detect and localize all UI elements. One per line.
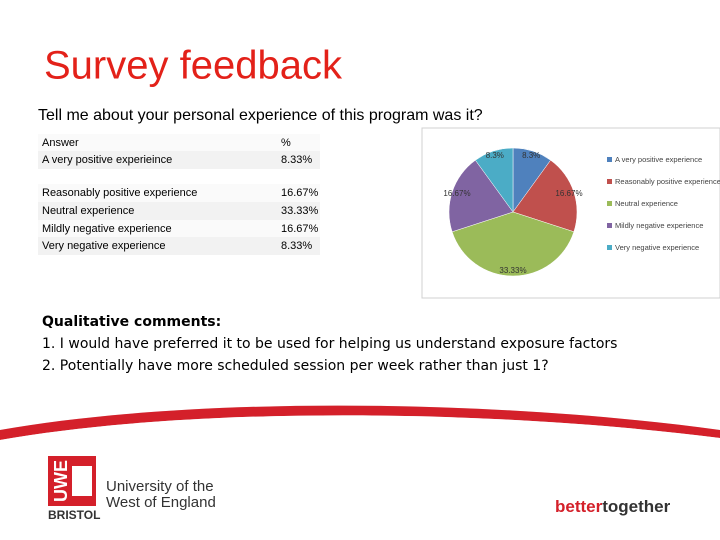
table-cell: % bbox=[281, 137, 291, 149]
legend-swatch bbox=[607, 201, 612, 206]
table: Answer % A very positive experieince 8.33% R… bbox=[38, 134, 320, 255]
university-line: West of England bbox=[106, 494, 216, 511]
university-line: University of the bbox=[106, 478, 214, 495]
table-cell: Very negative experience bbox=[42, 240, 166, 252]
tagline: bettertogether bbox=[555, 497, 671, 516]
table-cell: 33.33% bbox=[281, 205, 319, 217]
table-cell: Reasonably positive experience bbox=[42, 187, 197, 199]
data-label: 33.33% bbox=[499, 266, 526, 275]
table-cell: 8.33% bbox=[281, 154, 312, 166]
table-row-bg bbox=[38, 237, 320, 255]
legend-swatch bbox=[607, 157, 612, 162]
tagline-part: better bbox=[555, 497, 603, 516]
table-cell: Neutral experience bbox=[42, 205, 134, 217]
legend-label: Neutral experience bbox=[615, 199, 678, 208]
legend-label: Mildly negative experience bbox=[615, 221, 703, 230]
pie-slice bbox=[451, 211, 575, 277]
pie-slice bbox=[475, 147, 514, 213]
legend-label: Reasonably positive experience bbox=[615, 177, 720, 186]
pie-chart: 8.3% 16.67% 33.33% 16.67% 8.3% A very positiv… bbox=[443, 147, 720, 277]
comments: Qualitative comments: 1. I would have pr… bbox=[42, 314, 617, 374]
legend-label: Very negative experience bbox=[615, 243, 699, 252]
table-cell: 16.67% bbox=[281, 187, 319, 199]
footer-swoosh bbox=[0, 405, 720, 440]
table-cell: Answer bbox=[42, 137, 79, 149]
data-label: 8.3% bbox=[522, 151, 540, 160]
city: BRISTOL bbox=[48, 508, 100, 522]
table-cell: Mildly negative experience bbox=[42, 223, 172, 235]
table-cell: 8.33% bbox=[281, 240, 312, 252]
data-label: 8.3% bbox=[486, 151, 504, 160]
footer-bg bbox=[0, 415, 720, 540]
table-row-bg bbox=[38, 220, 320, 238]
legend-swatch bbox=[607, 179, 612, 184]
subtitle: Tell me about your personal experience o… bbox=[38, 107, 483, 124]
table-row-bg bbox=[38, 184, 320, 202]
comment-line: 2. Potentially have more scheduled sessi… bbox=[42, 358, 549, 374]
table-cell: 16.67% bbox=[281, 223, 319, 235]
table-row-bg bbox=[38, 202, 320, 220]
table-row-bg bbox=[38, 151, 320, 169]
title: Survey feedback bbox=[44, 44, 343, 88]
legend-swatch bbox=[607, 245, 612, 250]
comment-line: 1. I would have preferred it to be used … bbox=[42, 336, 617, 352]
table-cell: A very positive experieince bbox=[42, 154, 172, 166]
data-label: 16.67% bbox=[443, 189, 470, 198]
pie-slice bbox=[512, 159, 578, 233]
comments-heading: Qualitative comments: bbox=[42, 314, 221, 330]
logo-text: UWE bbox=[51, 460, 71, 502]
legend-label: A very positive experience bbox=[615, 155, 702, 164]
pie-slice bbox=[448, 159, 514, 233]
data-label: 16.67% bbox=[555, 189, 582, 198]
table-row-bg bbox=[38, 134, 320, 152]
legend-swatch bbox=[607, 223, 612, 228]
logo-cut bbox=[72, 466, 92, 496]
tagline-part: together bbox=[602, 497, 670, 516]
